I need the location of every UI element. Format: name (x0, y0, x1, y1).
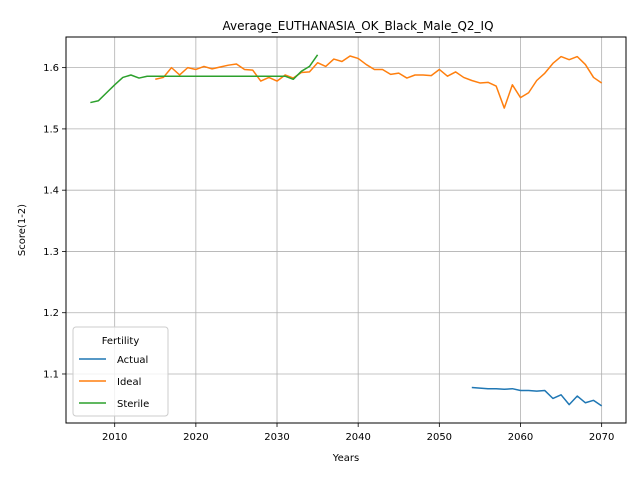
x-tick-label: 2070 (589, 432, 614, 443)
series-line-sterile (90, 54, 319, 104)
x-tick-label: 2020 (183, 432, 208, 443)
x-tick-label: 2060 (508, 432, 533, 443)
y-tick-label: 1.2 (43, 308, 59, 319)
x-tick-label: 2030 (264, 432, 289, 443)
x-tick-label: 2050 (427, 432, 452, 443)
legend: Fertility Actual Ideal Sterile (72, 326, 169, 417)
legend-label-ideal: Ideal (117, 377, 141, 388)
series-layer (90, 54, 603, 407)
x-tick-label: 2010 (102, 432, 127, 443)
chart-title: Average_EUTHANASIA_OK_Black_Male_Q2_IQ (222, 19, 493, 33)
y-tick-label: 1.3 (43, 247, 59, 258)
y-tick-label: 1.5 (43, 124, 59, 135)
y-tick-label: 1.1 (43, 369, 59, 380)
y-tick-label: 1.6 (43, 63, 59, 74)
y-axis-label: Score(1-2) (17, 204, 28, 256)
legend-label-sterile: Sterile (117, 399, 149, 410)
y-axis: 1.1 1.2 1.3 1.4 1.5 1.6 (43, 63, 66, 380)
series-line-ideal (155, 55, 603, 109)
y-tick-label: 1.4 (43, 186, 59, 197)
plot-area-frame (65, 36, 627, 424)
x-axis-label: Years (332, 453, 359, 464)
legend-label-actual: Actual (117, 355, 148, 366)
x-axis: 2010 2020 2030 2040 2050 2060 2070 (102, 423, 614, 443)
x-tick-label: 2040 (345, 432, 370, 443)
legend-box (72, 326, 169, 417)
legend-title: Fertility (102, 336, 140, 347)
series-line-actual (471, 386, 603, 407)
